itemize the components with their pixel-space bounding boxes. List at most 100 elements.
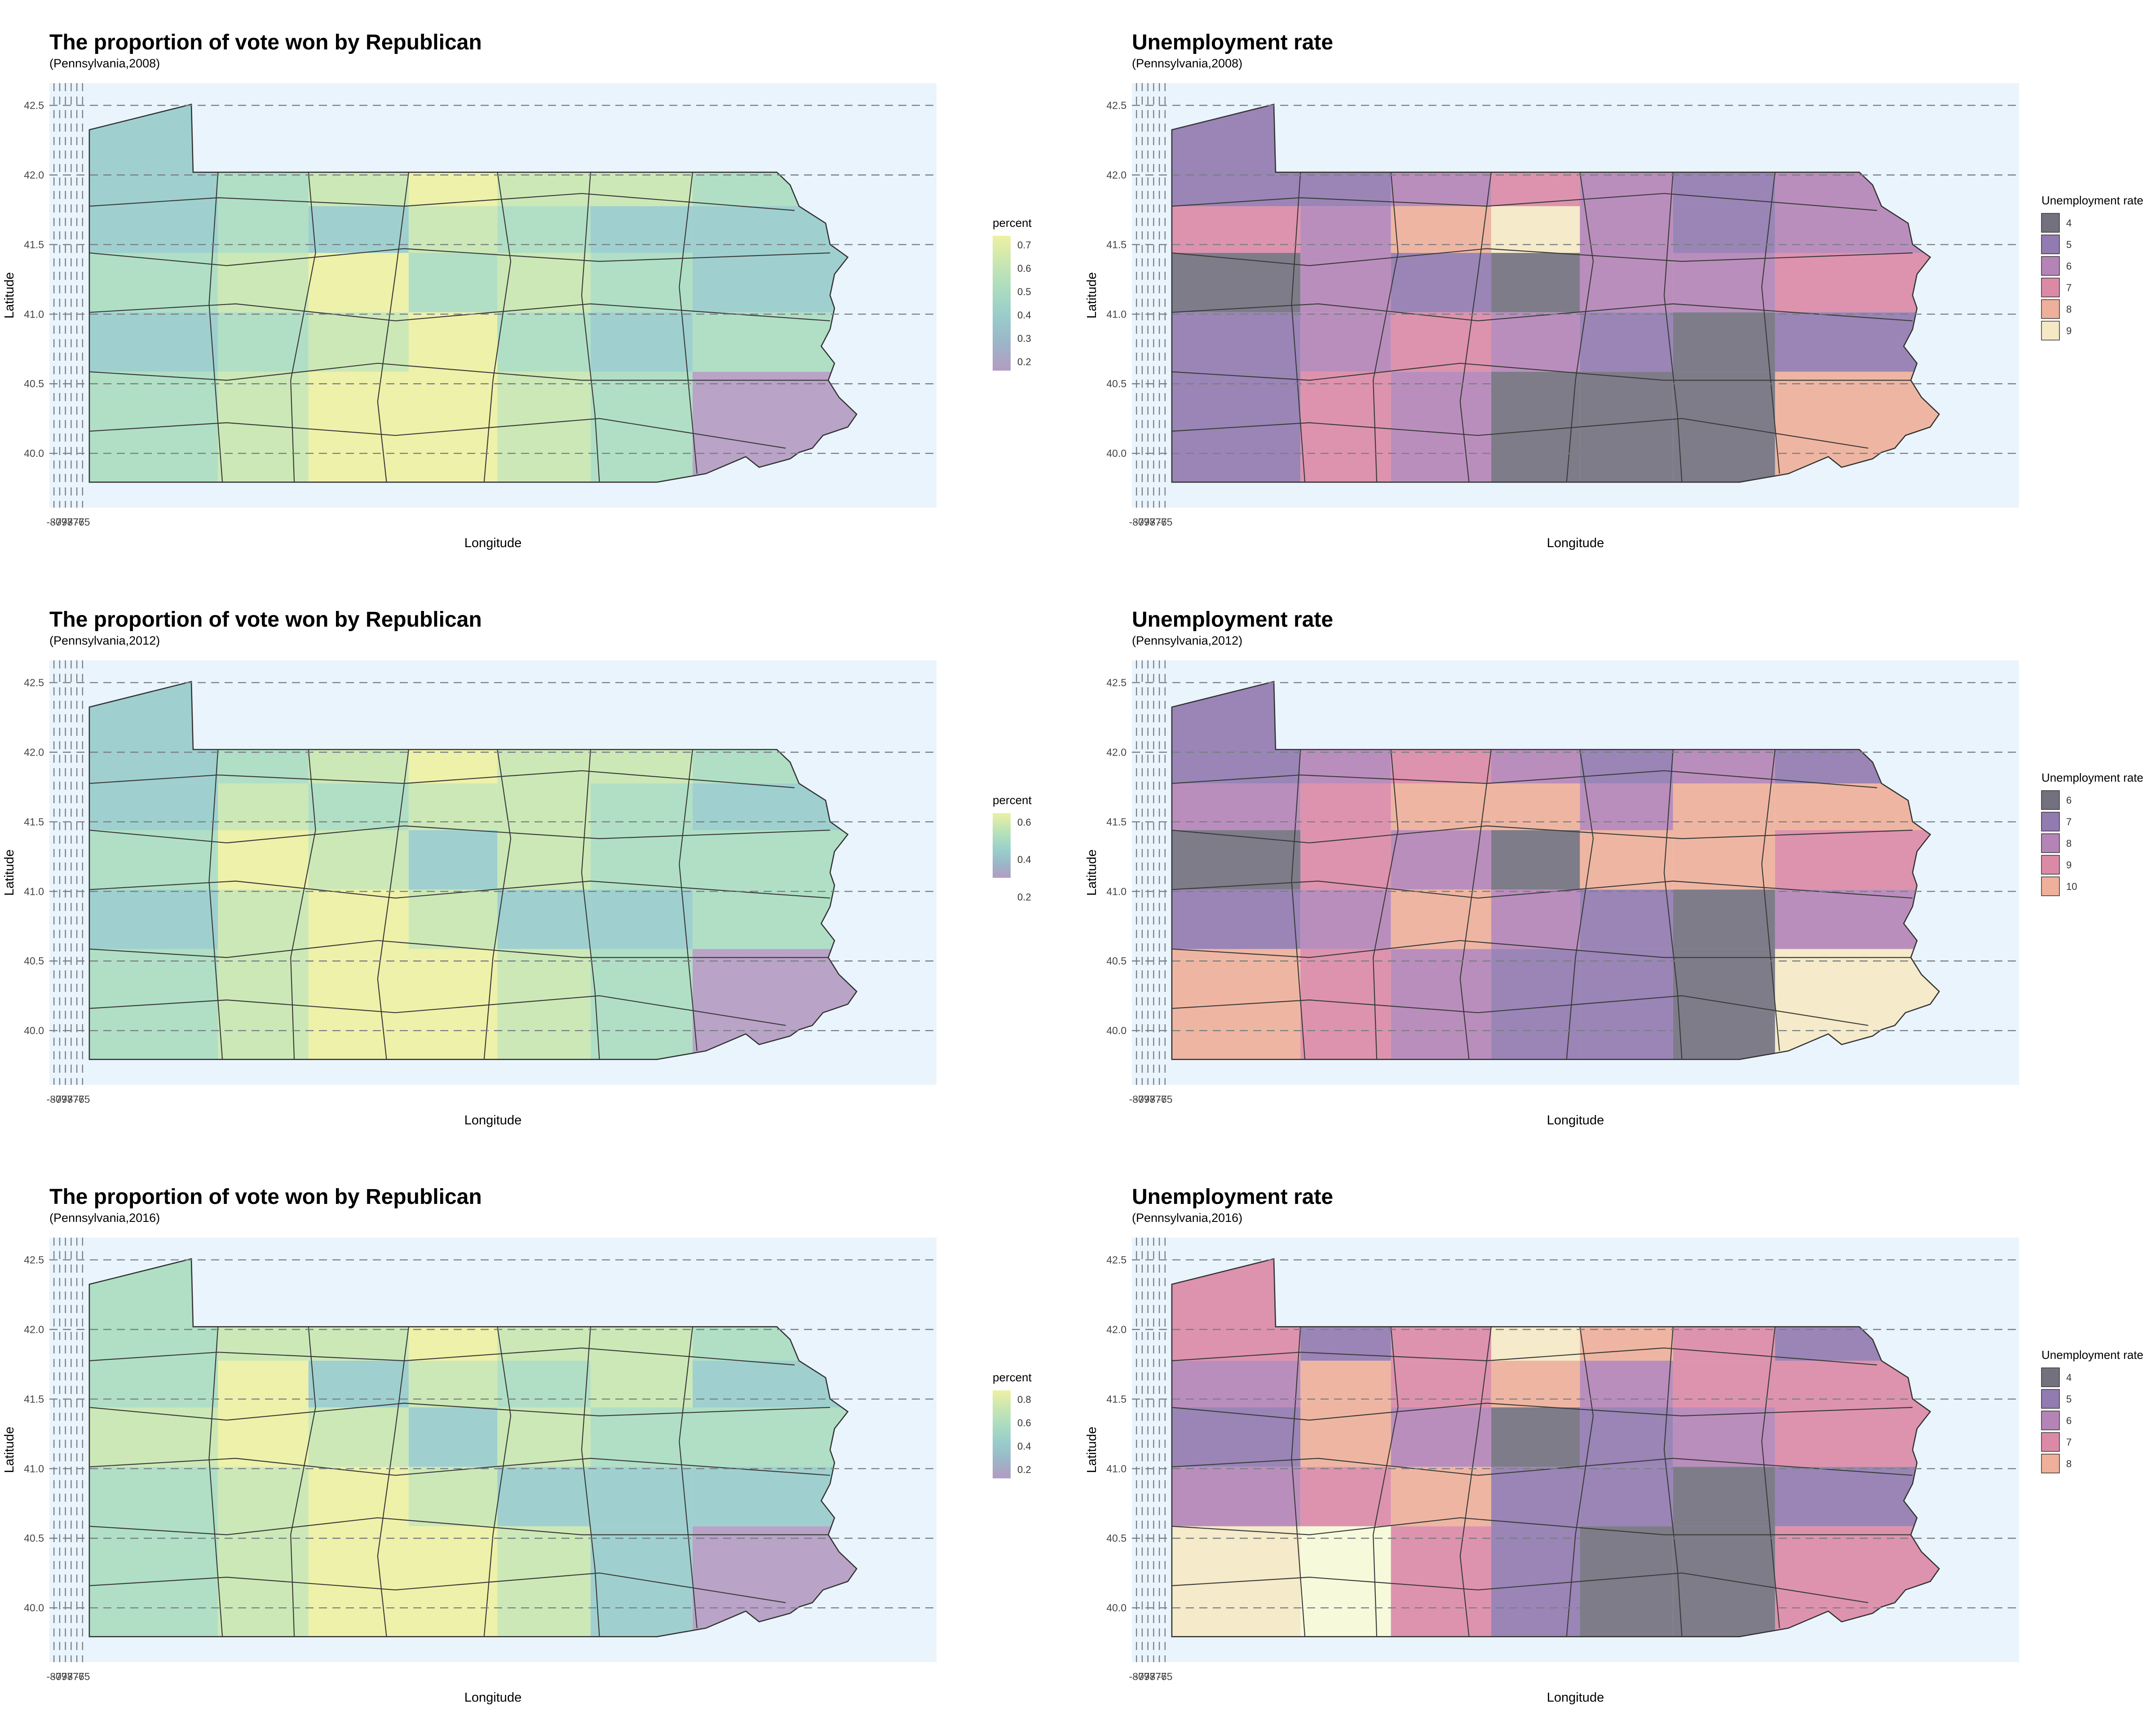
county-border <box>1171 363 1913 381</box>
legend-key <box>2041 833 2060 853</box>
county-region <box>218 949 309 1060</box>
county-border <box>1373 749 1399 1060</box>
county-border <box>89 1347 795 1366</box>
map-panel-3: The proportion of vote won by Republican… <box>2 608 1032 1128</box>
county-region <box>1391 206 1491 253</box>
x-tick-label: -75 <box>1158 1671 1172 1682</box>
county-border <box>1663 1327 1683 1637</box>
county-region <box>89 312 218 372</box>
y-tick-label: 41.0 <box>1106 885 1127 897</box>
county-region <box>1171 830 1301 890</box>
county-region <box>1580 889 1673 949</box>
x-tick-label: -75 <box>75 1671 90 1682</box>
county-region <box>218 889 309 949</box>
county-region <box>218 372 309 482</box>
county-border <box>1171 303 1913 322</box>
legend: percent 0.8 0.6 0.4 0.2 <box>993 1371 1032 1478</box>
x-tick-label: -77 <box>1146 1671 1161 1682</box>
x-tick-label: -78 <box>58 1671 73 1682</box>
legend-label: 0.8 <box>1017 1394 1031 1405</box>
county-border <box>679 1327 698 1628</box>
grid-lines <box>49 83 937 508</box>
county-region <box>89 253 218 313</box>
county-border <box>377 749 409 1060</box>
county-region <box>1673 830 1775 890</box>
county-region <box>408 1407 498 1467</box>
x-tick-label: -77 <box>1146 1093 1161 1105</box>
county-border <box>679 172 698 474</box>
county-region <box>1391 1526 1491 1637</box>
county-region <box>1391 830 1491 890</box>
county-border <box>1761 172 1780 474</box>
x-tick-label: -78 <box>1140 516 1155 528</box>
county-border <box>290 172 316 482</box>
x-tick-label: -78 <box>1140 1093 1155 1105</box>
county-region <box>1580 1361 1673 1407</box>
county-border <box>483 749 512 1060</box>
x-axis-title: Longitude <box>464 1690 521 1705</box>
county-border <box>1171 193 1878 211</box>
x-axis-title: Longitude <box>1547 1113 1604 1128</box>
county-border <box>483 172 512 482</box>
county-region <box>1391 889 1491 949</box>
legend-label: 8 <box>2066 838 2072 849</box>
y-tick-label: 40.0 <box>24 1025 44 1036</box>
county-region <box>1171 253 1301 313</box>
x-tick-label: -78 <box>1140 1671 1155 1682</box>
county-region <box>308 1361 409 1407</box>
map-panel-4: Unemployment rate(Pennsylvania,2012)-80-… <box>1085 608 2143 1128</box>
x-axis-title: Longitude <box>464 536 521 550</box>
county-region <box>408 889 498 949</box>
x-tick-label: -77 <box>1146 516 1161 528</box>
county-region <box>308 253 409 313</box>
x-tick-label: -77 <box>64 1671 79 1682</box>
legend-key <box>2041 790 2060 810</box>
state-outline <box>88 103 858 483</box>
county-border <box>1663 749 1683 1060</box>
county-region <box>1491 312 1580 372</box>
x-tick-label: -76 <box>69 1671 84 1682</box>
x-tick-label: -76 <box>1152 516 1166 528</box>
county-region <box>1391 253 1491 313</box>
legend-label: 9 <box>2066 325 2072 336</box>
county-border <box>1171 1458 1913 1476</box>
county-border <box>377 172 409 482</box>
panel-title: The proportion of vote won by Republican <box>49 608 482 632</box>
y-axis-title: Latitude <box>1085 272 1099 318</box>
legend-label: 0.5 <box>1017 286 1031 297</box>
county-region <box>89 949 218 1060</box>
county-region <box>1300 783 1391 830</box>
county-region <box>308 206 409 253</box>
county-region <box>1391 783 1491 830</box>
county-region <box>1300 1361 1391 1407</box>
map-panel-1: The proportion of vote won by Republican… <box>2 31 1032 550</box>
county-border <box>1171 880 1913 899</box>
legend-label: 6 <box>2066 261 2072 272</box>
county-region <box>1491 1407 1580 1467</box>
county-border <box>208 749 223 1060</box>
legend-label: 0.6 <box>1017 263 1031 274</box>
y-tick-label: 41.5 <box>24 816 44 827</box>
county-region <box>1491 372 1580 482</box>
county-region <box>1673 372 1775 482</box>
x-tick-label: -79 <box>1135 1671 1149 1682</box>
county-border <box>89 995 786 1026</box>
county-region <box>1673 253 1775 313</box>
county-region <box>89 1526 218 1637</box>
panel-title: The proportion of vote won by Republican <box>49 1185 482 1209</box>
grid-lines <box>1132 83 2019 508</box>
legend-label: 0.4 <box>1017 854 1031 865</box>
legend-label: 7 <box>2066 282 2072 293</box>
county-border <box>581 749 600 1060</box>
county-region <box>1775 253 1940 313</box>
county-region <box>1491 1526 1580 1637</box>
county-border <box>89 770 795 788</box>
county-region <box>590 889 693 949</box>
county-region <box>1491 253 1580 313</box>
county-border <box>1566 749 1594 1060</box>
county-region <box>408 1526 498 1637</box>
county-region <box>308 949 409 1060</box>
county-region <box>1673 783 1775 830</box>
county-border <box>1171 418 1869 449</box>
county-region <box>218 783 309 830</box>
